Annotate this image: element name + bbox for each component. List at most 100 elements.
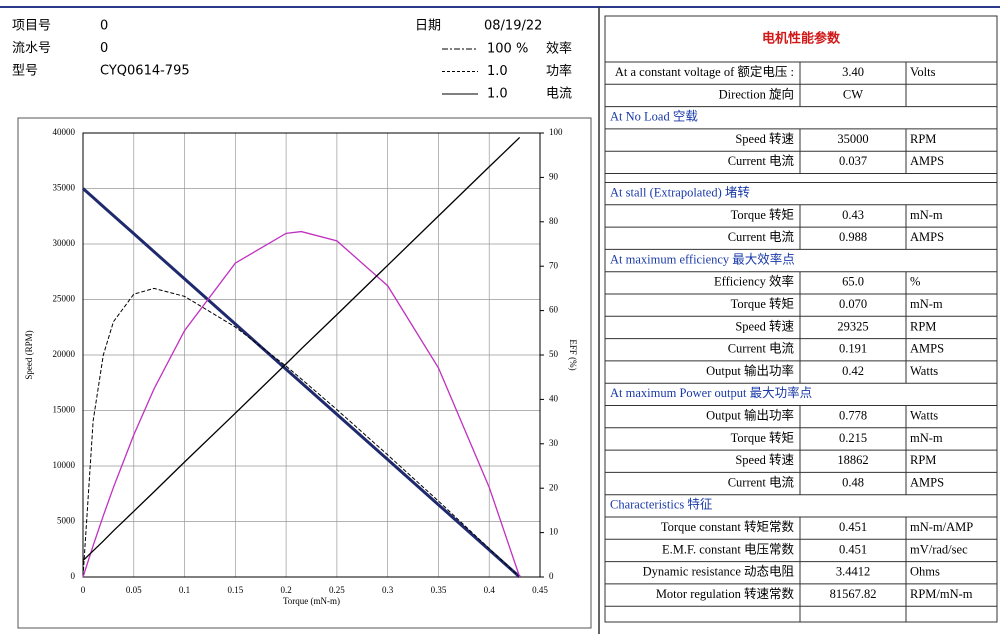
table-frame xyxy=(604,15,998,623)
date: 08/19/22 xyxy=(484,19,542,34)
row-value: CW xyxy=(843,87,863,101)
y-tick-label: 40000 xyxy=(53,127,76,137)
row-label: Speed 转速 xyxy=(735,452,794,467)
row-label: Efficiency 效率 xyxy=(714,274,794,289)
series-line xyxy=(82,287,521,578)
section-title: Characteristics 特征 xyxy=(610,497,713,512)
row-label: Torque 转矩 xyxy=(731,207,794,222)
row-value: 0.451 xyxy=(839,542,867,556)
row-label: Speed 转速 xyxy=(735,131,794,146)
row-label: E.M.F. constant 电压常数 xyxy=(662,541,794,556)
legend-entry: 电流 xyxy=(546,87,572,102)
row-value: 29325 xyxy=(837,319,868,333)
row-unit: RPM xyxy=(910,132,936,146)
row-label: At a constant voltage of 额定电压 : xyxy=(615,64,794,79)
row-label: Torque constant 转矩常数 xyxy=(661,519,795,534)
row-label: Motor regulation 转速常数 xyxy=(656,586,795,601)
legend-entry: 功率 xyxy=(546,63,572,79)
x-tick-label: 0.1 xyxy=(179,585,190,595)
chart-frame xyxy=(17,117,592,629)
x-tick-label: 0.25 xyxy=(329,585,345,595)
y2-tick-label: 10 xyxy=(549,527,559,537)
section-title: At maximum efficiency 最大效率点 xyxy=(610,251,795,266)
x-tick-label: 0.35 xyxy=(431,585,447,595)
row-unit: Watts xyxy=(910,364,938,378)
row-unit: AMPS xyxy=(910,342,944,356)
row-label: Torque 转矩 xyxy=(731,296,794,311)
y2-tick-label: 30 xyxy=(549,438,559,448)
row-unit: mN-m xyxy=(910,297,943,311)
y-axis-label: Speed (RPM) xyxy=(24,330,34,379)
x-tick-label: 0.4 xyxy=(484,585,496,595)
y2-tick-label: 0 xyxy=(549,571,554,581)
legend-scale: 1.0 xyxy=(487,87,508,102)
row-unit: mN-m xyxy=(910,208,943,222)
x-tick-label: 0.3 xyxy=(382,585,394,595)
field-value: 0 xyxy=(100,41,108,56)
row-unit: Ohms xyxy=(910,565,940,579)
field-value: CYQ0614-795 xyxy=(100,64,190,79)
y-tick-label: 10000 xyxy=(53,460,76,470)
y2-axis-label: EFF (%) xyxy=(568,339,578,370)
field-label: 流水号 xyxy=(12,41,51,56)
x-tick-label: 0.2 xyxy=(280,585,291,595)
y2-tick-label: 80 xyxy=(549,216,559,226)
date-label: 日期 xyxy=(415,19,441,34)
x-axis-label: Torque (mN-m) xyxy=(283,596,340,606)
row-unit: Watts xyxy=(910,409,938,423)
row-unit: AMPS xyxy=(910,475,944,489)
y2-tick-label: 60 xyxy=(549,305,559,315)
row-value: 35000 xyxy=(837,132,868,146)
y2-tick-label: 100 xyxy=(549,127,563,137)
row-value: 0.778 xyxy=(839,409,867,423)
row-value: 0.215 xyxy=(839,431,867,445)
row-label: Current 电流 xyxy=(728,342,795,356)
series-line xyxy=(82,136,521,562)
section-title: At No Load 空载 xyxy=(610,110,698,124)
x-tick-label: 0.05 xyxy=(126,585,142,595)
row-value: 0.988 xyxy=(839,230,867,244)
row-unit: mV/rad/sec xyxy=(910,542,968,556)
row-label: Output 输出功率 xyxy=(706,363,794,378)
row-value: 3.4412 xyxy=(836,565,870,579)
row-value: 0.42 xyxy=(842,364,864,378)
row-label: Dynamic resistance 动态电阻 xyxy=(643,565,795,579)
y-tick-label: 0 xyxy=(71,571,76,581)
y2-tick-label: 90 xyxy=(549,171,559,181)
row-unit: AMPS xyxy=(910,230,944,244)
row-unit: % xyxy=(910,275,920,289)
x-tick-label: 0.15 xyxy=(227,585,243,595)
series-line xyxy=(82,187,521,579)
row-value: 0.48 xyxy=(842,475,864,489)
legend-scale: 100 % xyxy=(487,42,528,57)
field-label: 型号 xyxy=(12,64,38,79)
row-value: 0.451 xyxy=(839,520,867,534)
series-line xyxy=(82,230,521,578)
x-tick-label: 0 xyxy=(81,585,86,595)
row-label: Current 电流 xyxy=(728,230,795,244)
table-title: 电机性能参数 xyxy=(762,31,841,47)
y-tick-label: 35000 xyxy=(53,183,76,193)
y-tick-label: 5000 xyxy=(57,516,76,526)
y-tick-label: 25000 xyxy=(53,294,76,304)
y2-tick-label: 40 xyxy=(549,393,559,403)
row-value: 0.43 xyxy=(842,208,864,222)
legend-entry: 效率 xyxy=(546,41,572,57)
row-unit: RPM xyxy=(910,453,936,467)
row-unit: RPM xyxy=(910,319,936,333)
y-tick-label: 20000 xyxy=(53,349,76,359)
row-value: 81567.82 xyxy=(830,587,877,601)
row-label: Direction 旋向 xyxy=(719,86,794,101)
plot-frame xyxy=(82,132,541,578)
row-label: Current 电流 xyxy=(728,154,795,168)
row-value: 0.070 xyxy=(839,297,867,311)
field-label: 项目号 xyxy=(12,19,51,34)
row-label: Torque 转矩 xyxy=(731,430,794,445)
section-title: At maximum Power output 最大功率点 xyxy=(610,385,812,400)
row-label: Speed 转速 xyxy=(735,318,794,333)
y-tick-label: 15000 xyxy=(53,405,76,415)
row-value: 65.0 xyxy=(842,275,864,289)
row-unit: RPM/mN-m xyxy=(910,587,973,601)
row-value: 0.037 xyxy=(839,154,867,168)
